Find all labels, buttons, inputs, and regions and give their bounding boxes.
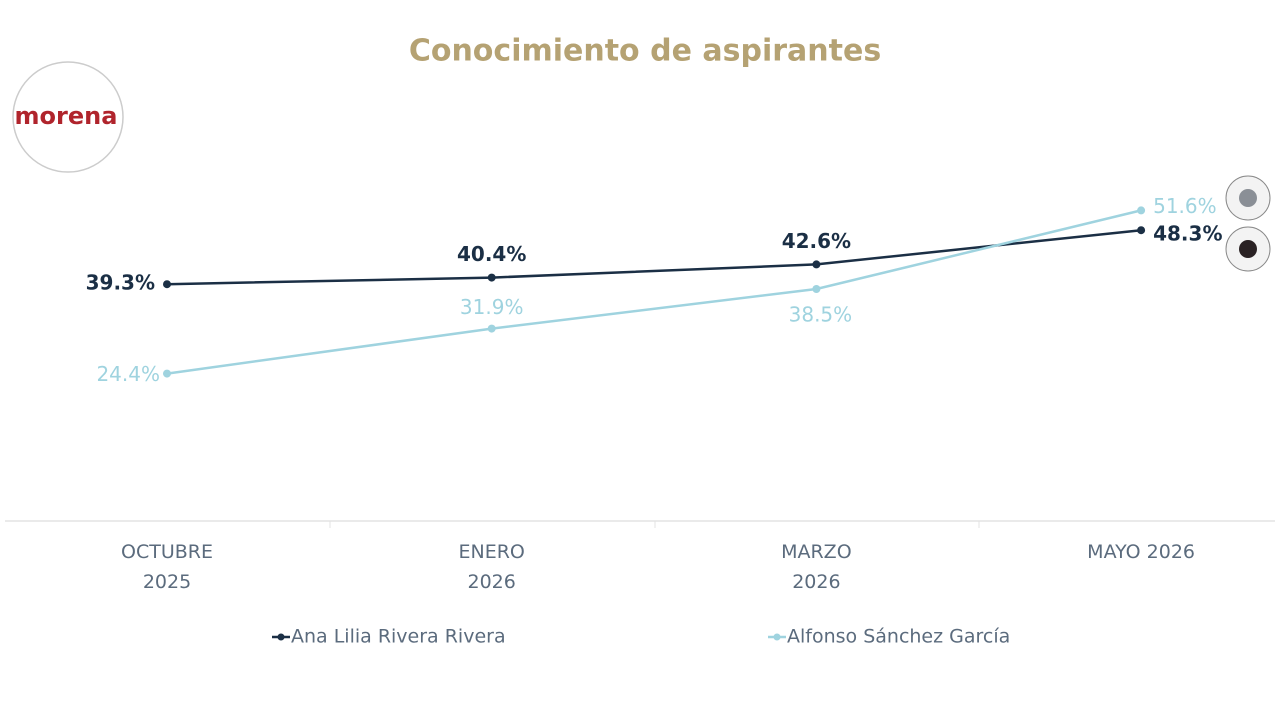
series-line — [166, 228, 1142, 286]
candidate-photo-figure — [1239, 240, 1257, 258]
data-point — [163, 280, 171, 289]
legend-label: Ana Lilia Rivera Rivera — [291, 626, 506, 648]
data-point — [1137, 206, 1146, 215]
legend-marker — [277, 633, 285, 641]
data-label: 39.3% — [86, 271, 155, 295]
logo-circle — [12, 61, 124, 173]
data-label: 48.3% — [1153, 222, 1222, 246]
data-label: 40.4% — [457, 242, 526, 266]
data-point — [812, 260, 821, 269]
data-point — [812, 285, 821, 293]
data-label: 42.6% — [782, 229, 851, 253]
data-point — [163, 369, 171, 378]
candidate-photo-figure — [1239, 189, 1257, 207]
x-tick-label: OCTUBRE 2025 — [121, 541, 213, 593]
series-line — [166, 209, 1142, 375]
data-point — [1137, 226, 1146, 235]
chart-title: Conocimiento de aspirantes — [409, 34, 881, 69]
data-label: 31.9% — [460, 295, 524, 319]
legend-label: Alfonso Sánchez García — [787, 626, 1010, 648]
legend-marker — [773, 633, 781, 641]
data-label: 24.4% — [96, 362, 160, 386]
data-point — [487, 324, 496, 333]
x-tick-label: MARZO 2026 — [781, 541, 852, 593]
data-label: 38.5% — [789, 303, 853, 327]
data-label: 51.6% — [1153, 194, 1217, 218]
x-tick-label: MAYO 2026 — [1087, 541, 1196, 563]
data-point — [487, 273, 496, 282]
logo: morena — [15, 102, 118, 130]
x-tick-label: ENERO 2026 — [458, 541, 525, 593]
